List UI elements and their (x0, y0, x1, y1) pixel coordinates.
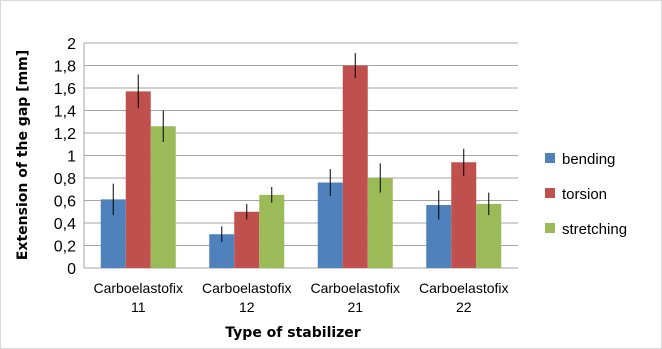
x-category-label: Carboelastofix (94, 280, 184, 296)
y-tick-label: 1,8 (54, 59, 76, 76)
x-category-label: 11 (131, 299, 146, 315)
error-bars (112, 53, 490, 243)
legend: bending torsion stretching (545, 151, 627, 238)
x-category-label: 22 (456, 299, 472, 315)
bar-torsion (234, 211, 260, 268)
y-tick-label: 0,6 (54, 194, 76, 211)
y-tick-label: 2 (67, 36, 76, 53)
y-tick-labels: 0 0,2 0,4 0,6 0,8 1 1,2 1,4 1,6 1,8 2 (54, 36, 76, 278)
y-tick-label: 1,2 (54, 126, 76, 143)
y-tick-label: 1 (67, 149, 76, 166)
y-tick-label: 0,2 (54, 239, 76, 256)
legend-swatch-bending (545, 153, 555, 163)
y-tick-label: 1,4 (54, 104, 76, 121)
legend-swatch-torsion (545, 188, 555, 198)
bars (100, 65, 502, 268)
x-category-label: 21 (347, 299, 363, 315)
legend-label-stretching: stretching (562, 221, 627, 238)
bar-torsion (451, 162, 477, 268)
bar-bending (317, 182, 343, 268)
legend-swatch-stretching (545, 223, 555, 233)
bar-stretching (367, 178, 393, 268)
bar-torsion (342, 65, 368, 268)
bar-torsion (125, 91, 151, 268)
y-tick-label: 1,6 (54, 81, 76, 98)
x-category-label: 12 (239, 299, 255, 315)
y-tick-label: 0,8 (54, 171, 76, 188)
x-category-labels: Carboelastofix 11 Carboelastofix 12 Carboela… (94, 280, 509, 315)
y-tick-label: 0 (67, 261, 76, 278)
x-category-label: Carboelastofix (419, 280, 509, 296)
y-axis-title: Extension of the gap [mm] (15, 50, 31, 260)
x-axis-title: Type of stabilizer (225, 325, 361, 341)
legend-label-torsion: torsion (562, 186, 607, 203)
y-tick-label: 0,4 (54, 216, 76, 233)
x-category-label: Carboelastofix (202, 280, 292, 296)
bar-stretching (259, 194, 285, 268)
legend-label-bending: bending (562, 151, 615, 168)
x-category-label: Carboelastofix (311, 280, 401, 296)
bar-stretching (150, 126, 176, 268)
